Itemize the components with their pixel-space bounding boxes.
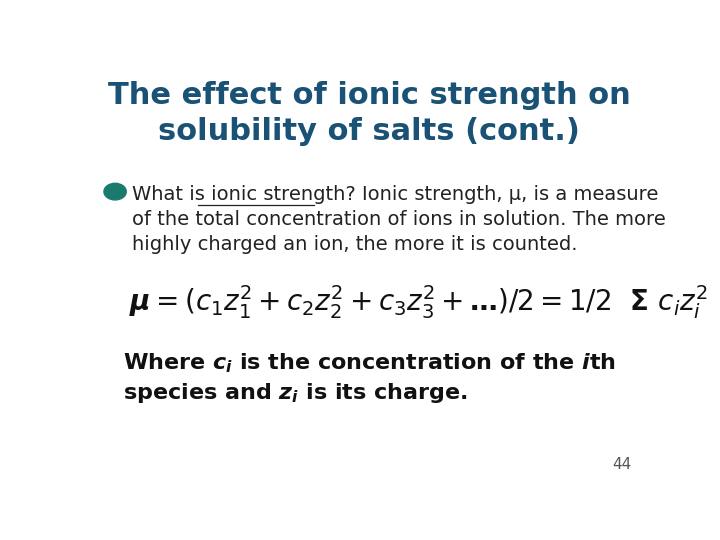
Text: $\boldsymbol{\mu} = (c_1z_1^2 + c_2z_2^2 + c_3z_3^2 + \mathbf{\ldots})/2 = 1/2\ : $\boldsymbol{\mu} = (c_1z_1^2 + c_2z_2^2… [129,283,708,321]
Text: Where $\bfit{c}_i$ is the concentration of the $\bfit{i}$th: Where $\bfit{c}_i$ is the concentration … [124,352,616,375]
Text: solubility of salts (cont.): solubility of salts (cont.) [158,117,580,146]
Text: The effect of ionic strength on: The effect of ionic strength on [107,82,631,111]
Circle shape [104,183,126,200]
Text: of the total concentration of ions in solution. The more: of the total concentration of ions in so… [132,210,665,230]
Text: 44: 44 [612,457,631,472]
Text: What is ionic strength? Ionic strength, μ, is a measure: What is ionic strength? Ionic strength, … [132,185,658,204]
Text: highly charged an ion, the more it is counted.: highly charged an ion, the more it is co… [132,235,577,254]
Text: species and $\bfit{z}_i$ is its charge.: species and $\bfit{z}_i$ is its charge. [124,381,468,405]
